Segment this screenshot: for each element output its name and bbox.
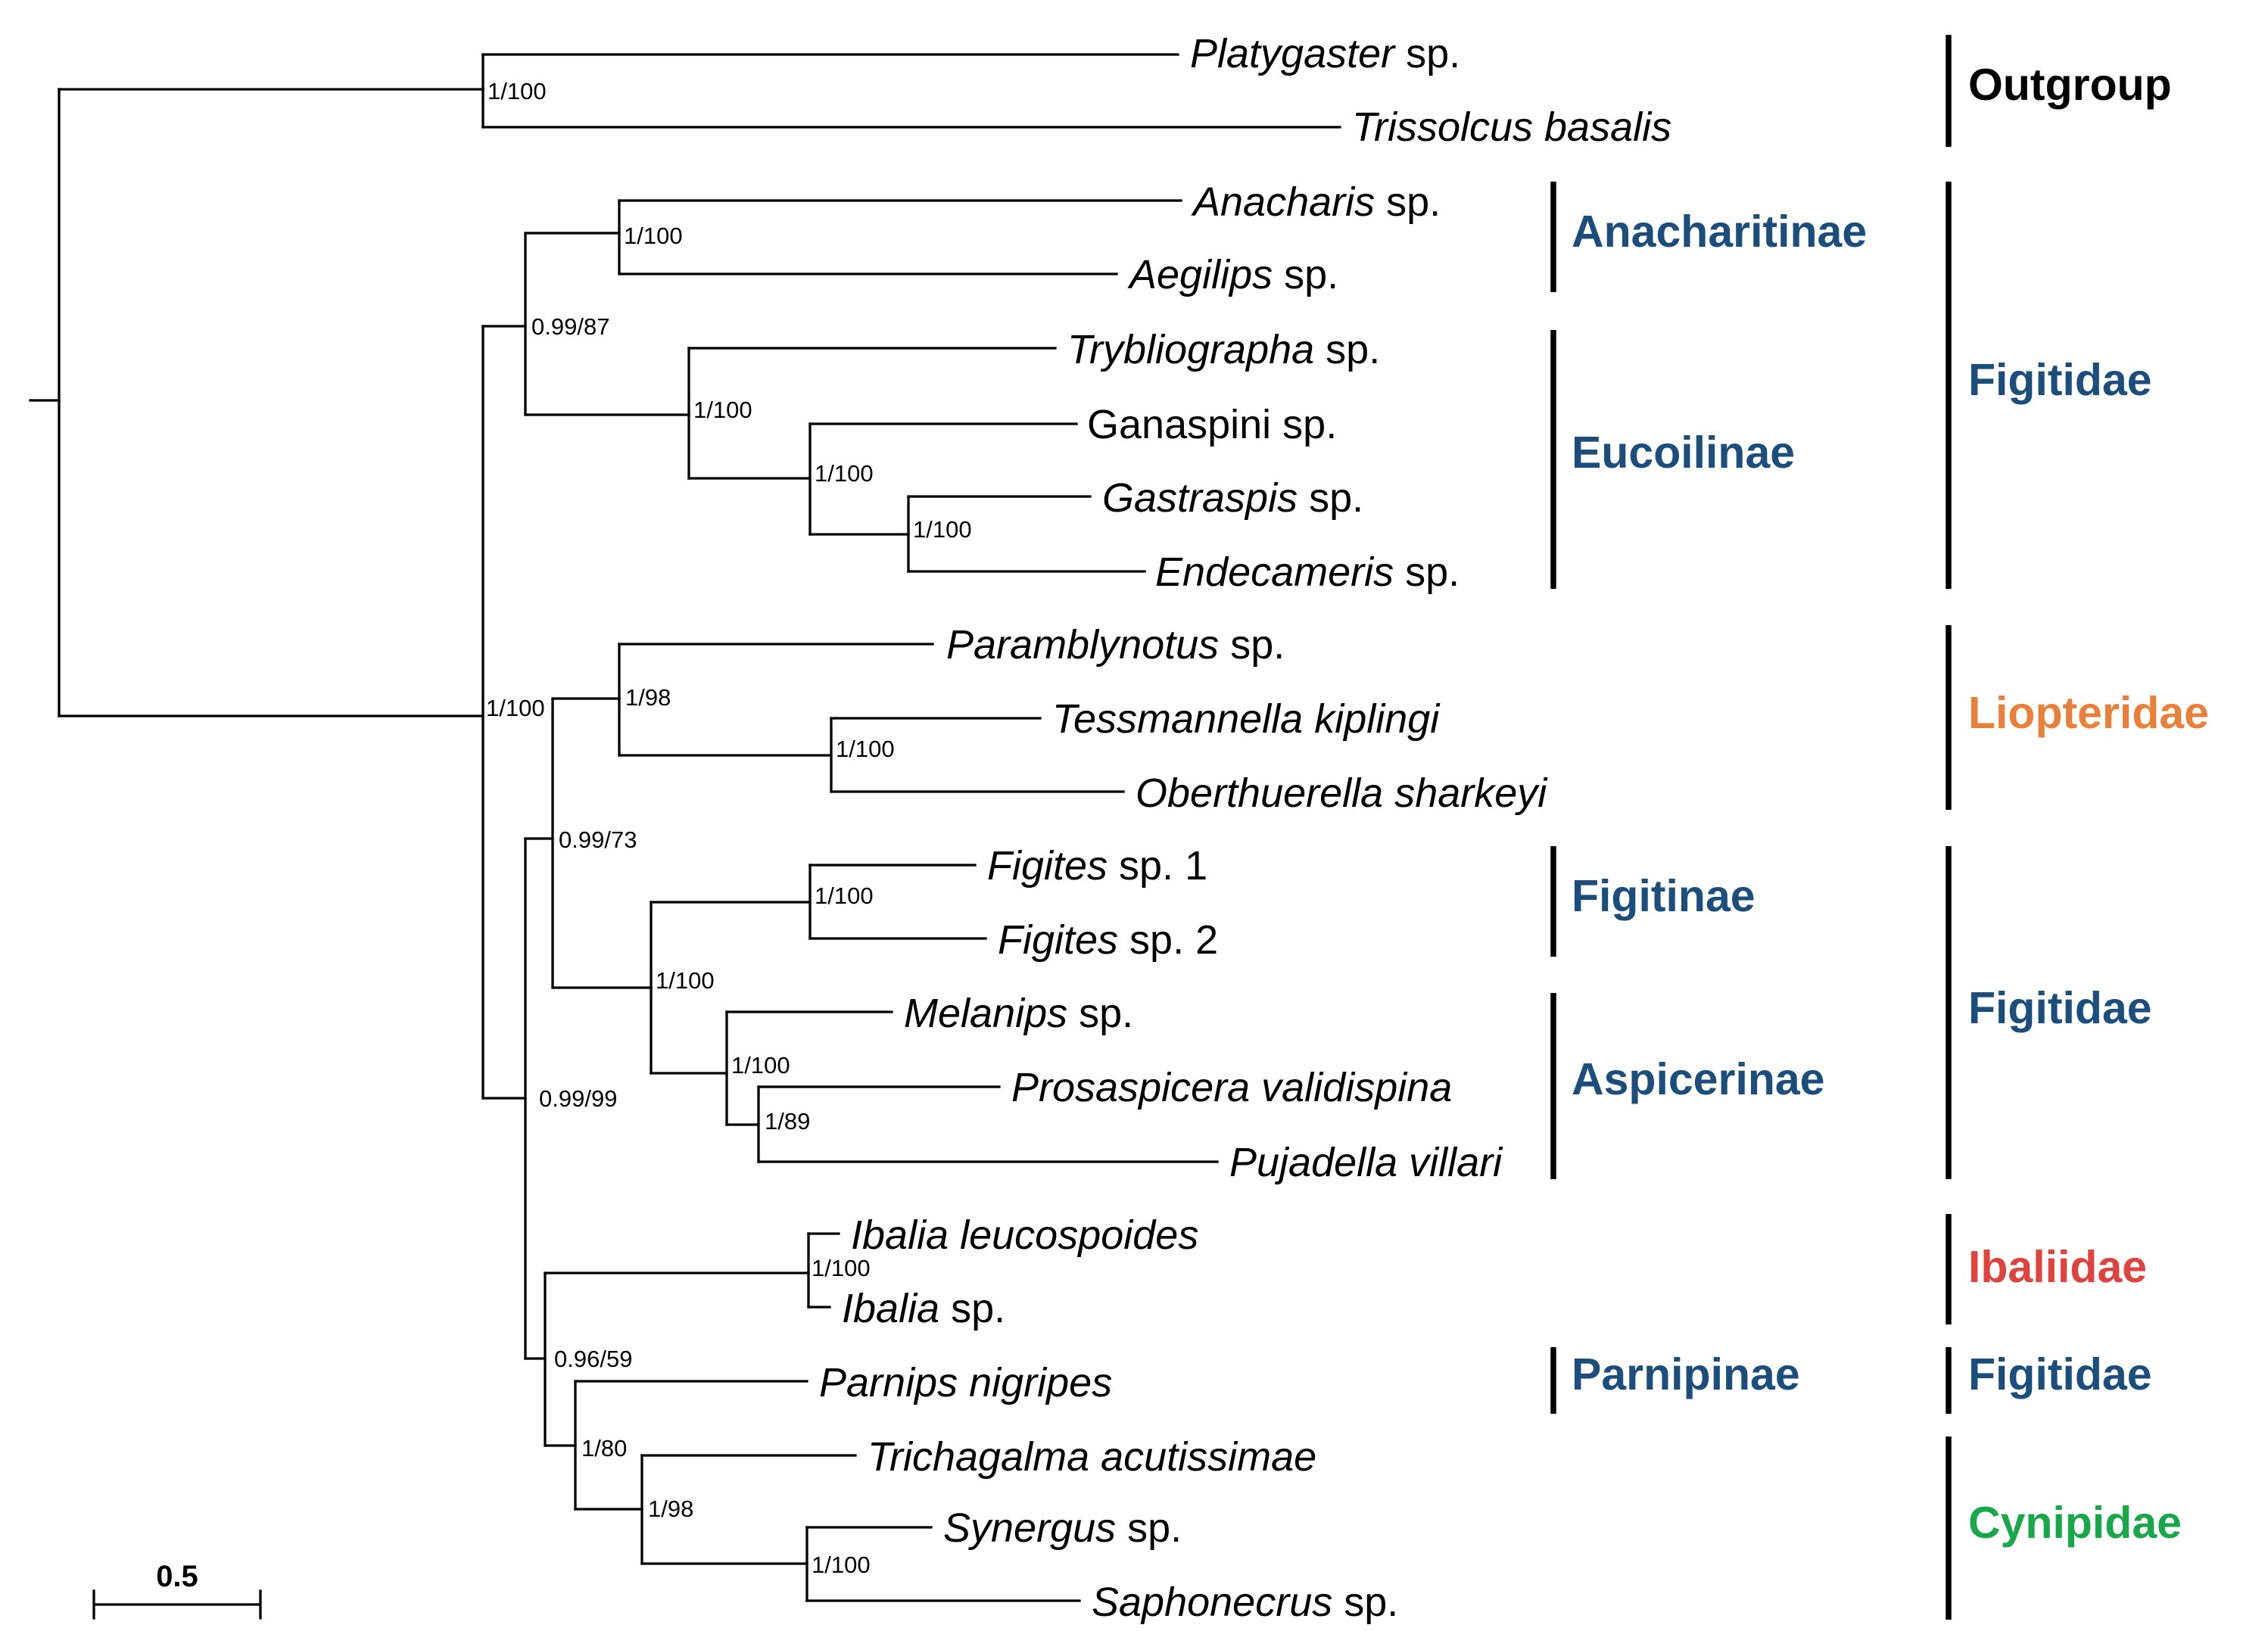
subfamily-label: Anacharitinae xyxy=(1572,207,1867,257)
scale-bar-line xyxy=(92,1589,262,1620)
support-label: 0.99/87 xyxy=(531,313,609,340)
support-label: 1/100 xyxy=(812,1552,871,1578)
taxon-label: Trichagalma acutissimae xyxy=(868,1434,1316,1480)
scale-bar-label: 0.5 xyxy=(156,1560,198,1593)
subfamily-groups: Anacharitinae Eucoilinae Figitinae Aspic… xyxy=(1550,182,1867,1414)
taxon-label: Tessmannella kiplingi xyxy=(1052,696,1441,742)
support-label: 1/100 xyxy=(693,397,752,423)
family-groups: Outgroup Figitidae Liopteridae Figitidae… xyxy=(1946,35,2209,1620)
support-label: 1/98 xyxy=(625,684,671,711)
support-label: 1/100 xyxy=(836,736,895,762)
support-label: 1/100 xyxy=(656,967,715,994)
taxon-label: Ganaspini sp. xyxy=(1087,402,1337,447)
family-label: Ibaliidae xyxy=(1968,1242,2147,1292)
taxon-label: Pujadella villari xyxy=(1229,1140,1503,1185)
support-label: 1/100 xyxy=(815,882,874,909)
support-label: 1/100 xyxy=(486,695,545,721)
support-label: 1/100 xyxy=(731,1052,790,1079)
taxon-label: Prosaspicera validispina xyxy=(1011,1065,1452,1110)
support-label: 0.99/73 xyxy=(559,826,637,853)
taxon-label: Platygaster sp. xyxy=(1190,31,1460,76)
taxon-label: Endecameris sp. xyxy=(1155,549,1460,595)
subfamily-label: Parnipinae xyxy=(1572,1349,1800,1399)
taxon-label: Figites sp. 1 xyxy=(987,843,1207,889)
tree-branches xyxy=(29,53,1341,1602)
support-label: 1/100 xyxy=(624,223,683,249)
support-label: 1/80 xyxy=(581,1435,627,1461)
taxon-label: Trybliographa sp. xyxy=(1067,327,1380,372)
taxon-label: Synergus sp. xyxy=(943,1505,1182,1551)
taxon-label: Oberthuerella sharkeyi xyxy=(1136,770,1548,816)
support-label: 1/98 xyxy=(648,1496,693,1522)
taxon-label: Anacharis sp. xyxy=(1191,179,1441,225)
support-label: 1/100 xyxy=(488,78,547,104)
taxon-labels: Platygaster sp. Trissolcus basalis Anach… xyxy=(819,31,1671,1625)
support-values: 1/100 1/100 0.99/87 1/100 1/100 1/100 1/… xyxy=(486,78,972,1578)
taxon-label: Paramblynotus sp. xyxy=(946,622,1285,668)
taxon-label: Ibalia sp. xyxy=(842,1286,1005,1331)
subfamily-label: Aspicerinae xyxy=(1572,1054,1825,1104)
taxon-label: Melanips sp. xyxy=(904,991,1133,1036)
support-label: 1/100 xyxy=(913,516,972,543)
family-label: Figitidae xyxy=(1968,1349,2152,1399)
family-label: Liopteridae xyxy=(1968,688,2209,738)
subfamily-label: Eucoilinae xyxy=(1572,428,1795,478)
support-label: 1/100 xyxy=(815,460,874,487)
taxon-label: Parnips nigripes xyxy=(819,1360,1112,1405)
scale-bar: 0.5 xyxy=(92,1560,262,1620)
family-label: Figitidae xyxy=(1968,983,2152,1033)
family-label: Outgroup xyxy=(1968,60,2172,110)
taxon-label: Trissolcus basalis xyxy=(1352,104,1671,150)
taxon-label: Gastraspis sp. xyxy=(1102,475,1363,521)
taxon-label: Aegilips sp. xyxy=(1127,252,1338,297)
support-label: 1/100 xyxy=(812,1255,871,1281)
family-label: Figitidae xyxy=(1968,355,2152,405)
taxon-label: Figites sp. 2 xyxy=(998,917,1218,963)
support-label: 0.99/99 xyxy=(539,1085,617,1112)
support-label: 0.96/59 xyxy=(554,1346,632,1372)
taxon-label: Saphonecrus sp. xyxy=(1092,1580,1398,1625)
support-label: 1/89 xyxy=(765,1108,810,1135)
subfamily-label: Figitinae xyxy=(1572,871,1756,921)
family-label: Cynipidae xyxy=(1968,1498,2182,1548)
taxon-label: Ibalia leucospoides xyxy=(851,1212,1198,1258)
